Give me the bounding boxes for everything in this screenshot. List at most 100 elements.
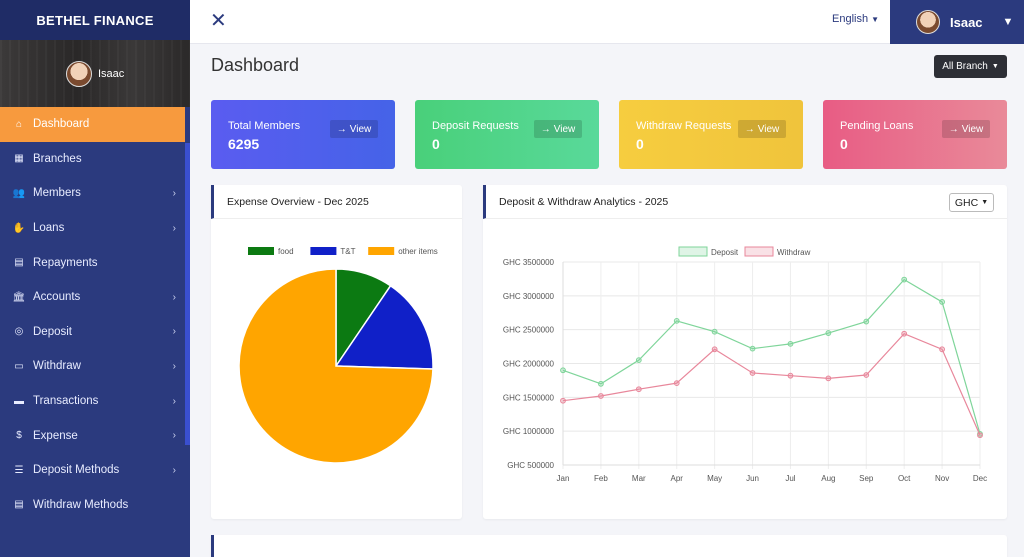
y-tick-label: GHC 2500000	[503, 326, 555, 335]
view-button[interactable]: → View	[942, 120, 990, 138]
chevron-right-icon: ›	[172, 360, 176, 372]
money-icon: $	[16, 430, 22, 442]
hand-coin-icon: ✋	[12, 222, 26, 234]
sidebar-item-branches[interactable]: ▦ Branches	[0, 142, 185, 177]
sidebar-scrollbar[interactable]	[185, 143, 190, 445]
sidebar-item-label: Deposit Methods	[33, 464, 120, 477]
data-point-withdraw	[825, 375, 832, 382]
sidebar-item-label: Withdraw Methods	[33, 498, 129, 511]
sidebar-item-transactions[interactable]: ▬ Transactions ›	[0, 384, 185, 419]
sidebar-item-label: Dashboard	[33, 118, 90, 131]
sidebar-item-label: Withdraw	[33, 360, 81, 373]
sidebar-item-accounts[interactable]: 🏛 Accounts ›	[0, 280, 185, 315]
data-point-deposit	[711, 328, 718, 335]
legend-swatch	[368, 247, 395, 255]
chevron-right-icon: ›	[172, 222, 176, 234]
sidebar-item-expense[interactable]: $ Expense ›	[0, 418, 185, 453]
chevron-down-icon: ▼	[871, 15, 880, 24]
card-value: 0	[432, 136, 440, 152]
data-point-deposit	[939, 299, 945, 305]
sidebar-item-label: Deposit	[33, 325, 72, 338]
page-title: Dashboard	[211, 55, 300, 75]
y-tick-label: GHC 1500000	[503, 393, 555, 402]
avatar	[916, 10, 940, 34]
arrow-right-icon: →	[744, 123, 755, 135]
sidebar-item-label: Expense	[33, 429, 78, 442]
view-button[interactable]: → View	[738, 120, 786, 138]
sidebar: BETHEL FINANCE Isaac ⌂ Dashboard ▦ Branches…	[0, 0, 190, 557]
sidebar-item-label: Repayments	[33, 256, 98, 269]
sidebar-item-deposit-methods[interactable]: ☰ Deposit Methods ›	[0, 453, 185, 488]
pie-slice-other-items	[238, 268, 434, 464]
currency-select[interactable]: GHC ▼	[949, 193, 994, 212]
x-tick-label: Jun	[746, 474, 759, 483]
language-select[interactable]: English ▼	[832, 13, 879, 25]
card-label: Withdraw Requests	[636, 120, 732, 132]
sidebar-item-label: Members	[33, 187, 81, 200]
legend-label: Withdraw	[777, 248, 811, 257]
sidebar-item-withdraw-methods[interactable]: ▤ Withdraw Methods	[0, 488, 185, 523]
sidebar-profile: Isaac	[0, 40, 190, 107]
sidebar-item-repayments[interactable]: ▤ Repayments	[0, 245, 185, 280]
view-button[interactable]: → View	[534, 120, 582, 138]
deposit-withdraw-line-chart: Deposit Withdraw GHC 3500000 GHC 3000000 GHC…	[503, 246, 987, 483]
pie-slice-t-t	[334, 284, 434, 370]
view-label: View	[553, 123, 576, 135]
view-button[interactable]: → View	[330, 120, 378, 138]
data-point-deposit	[825, 330, 832, 336]
data-point-deposit	[787, 340, 794, 347]
sidebar-item-withdraw[interactable]: ▭ Withdraw ›	[0, 349, 185, 384]
close-icon[interactable]: ✕	[210, 10, 227, 32]
brand-name: BETHEL FINANCE	[0, 0, 190, 40]
chevron-right-icon: ›	[172, 430, 176, 442]
expense-pie-chart: food T&T other items	[238, 247, 438, 464]
users-icon: 👥	[12, 187, 26, 199]
deposit-requests-card: Deposit Requests 0 → View	[415, 100, 599, 169]
data-point-deposit	[901, 276, 908, 283]
avatar	[66, 60, 92, 87]
sidebar-item-members[interactable]: 👥 Members ›	[0, 176, 185, 211]
y-tick-label: GHC 2000000	[503, 360, 555, 369]
panel-title: Deposit & Withdraw Analytics - 2025	[483, 185, 1007, 219]
x-tick-label: Oct	[898, 474, 911, 483]
sidebar-item-label: Loans	[33, 222, 65, 235]
branch-dropdown[interactable]: All Branch ▼	[934, 55, 1007, 78]
sidebar-item-dashboard[interactable]: ⌂ Dashboard	[0, 107, 185, 142]
dashboard-icon: ⌂	[15, 118, 23, 130]
analytics-panel: Deposit & Withdraw Analytics - 2025 GHC …	[483, 185, 1007, 519]
chevron-right-icon: ›	[172, 187, 176, 199]
x-tick-label: Nov	[935, 474, 949, 483]
panel-title: Recent Transactions	[211, 535, 1007, 557]
receipt-icon: ▤	[14, 257, 24, 269]
x-tick-label: Mar	[632, 474, 646, 483]
sidebar-item-deposit[interactable]: ◎ Deposit ›	[0, 315, 185, 350]
data-point-deposit	[749, 345, 756, 352]
arrow-right-icon: →	[540, 123, 551, 135]
bank-icon: 🏛	[12, 291, 26, 303]
wallet-icon: ▭	[14, 360, 24, 372]
view-label: View	[349, 123, 372, 135]
expense-overview-panel: Expense Overview - Dec 2025 food T&T other…	[211, 185, 462, 519]
chevron-right-icon: ›	[172, 395, 176, 407]
legend-swatch	[744, 246, 774, 257]
card-label: Pending Loans	[840, 120, 914, 132]
card-label: Total Members	[228, 120, 301, 132]
data-point-withdraw	[635, 386, 642, 393]
x-tick-label: Feb	[594, 474, 608, 483]
view-label: View	[757, 123, 780, 135]
series-line-withdraw	[562, 333, 981, 436]
x-tick-label: Sep	[859, 474, 874, 483]
withdraw-requests-card: Withdraw Requests 0 → View	[619, 100, 803, 169]
data-point-withdraw	[711, 346, 718, 353]
sidebar-menu: ⌂ Dashboard ▦ Branches 👥 Members › ✋ Loans › ▤ Repa…	[0, 107, 190, 522]
x-tick-label: Jul	[785, 474, 795, 483]
y-tick-label: GHC 500000	[507, 461, 554, 470]
sidebar-item-loans[interactable]: ✋ Loans ›	[0, 211, 185, 246]
user-menu[interactable]: Isaac ▼	[890, 0, 1024, 44]
legend-label: T&T	[340, 247, 355, 256]
y-tick-label: GHC 3000000	[503, 292, 555, 301]
data-point-withdraw	[598, 393, 604, 399]
x-tick-label: Aug	[821, 474, 835, 483]
chevron-right-icon: ›	[172, 291, 176, 303]
data-point-withdraw	[901, 330, 908, 337]
